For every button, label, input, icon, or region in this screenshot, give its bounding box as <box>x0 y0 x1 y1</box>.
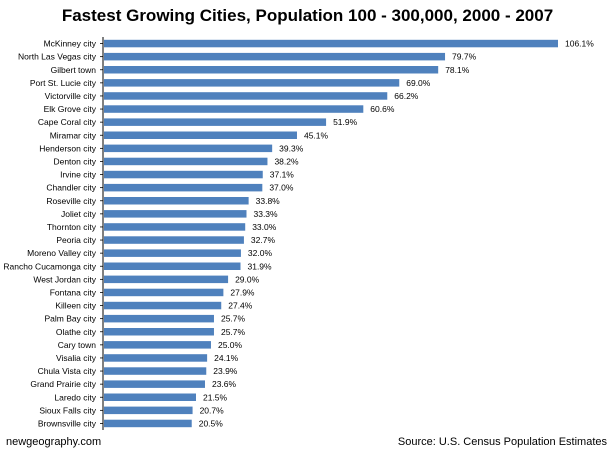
category-label: Moreno Valley city <box>27 248 97 258</box>
category-label: Miramar city <box>50 130 97 140</box>
category-label: Palm Bay city <box>45 314 97 324</box>
category-label: Olathe city <box>56 327 97 337</box>
category-label: Joliet city <box>61 209 97 219</box>
bar <box>104 249 241 257</box>
bar <box>104 393 196 401</box>
value-label: 106.1% <box>565 39 594 49</box>
category-label: Brownsville city <box>38 418 97 428</box>
bar <box>104 170 263 179</box>
category-label: Chandler city <box>46 183 96 193</box>
category-label: Elk Grove city <box>44 104 97 114</box>
category-label: West Jordan city <box>33 274 96 284</box>
chart-title: Fastest Growing Cities, Population 100 -… <box>61 6 554 25</box>
value-label: 25.0% <box>218 340 243 350</box>
category-label: Roseville city <box>46 196 96 206</box>
value-label: 45.1% <box>304 130 329 140</box>
category-label: Denton city <box>53 156 96 166</box>
bar <box>104 223 246 231</box>
bar <box>104 197 249 205</box>
bar <box>104 275 229 284</box>
category-label: Sioux Falls city <box>39 405 96 415</box>
bar <box>104 183 263 192</box>
category-label: McKinney city <box>44 39 97 49</box>
value-label: 20.5% <box>199 418 224 428</box>
bar <box>104 419 192 428</box>
source-website: newgeography.com <box>6 436 102 448</box>
bar <box>104 341 211 349</box>
category-label: Gilbert town <box>51 65 97 75</box>
category-label: North Las Vegas city <box>18 52 97 62</box>
category-label: Cape Coral city <box>38 117 97 127</box>
category-label: Henderson city <box>39 143 96 153</box>
category-label: Port St. Lucie city <box>30 78 97 88</box>
value-label: 69.0% <box>406 78 431 88</box>
bar <box>104 79 400 87</box>
value-label: 38.2% <box>274 156 299 166</box>
bar <box>104 131 297 139</box>
bar <box>104 262 241 270</box>
value-label: 66.2% <box>394 91 419 101</box>
value-label: 27.4% <box>228 301 253 311</box>
category-label: Irvine city <box>60 170 97 180</box>
bar <box>104 144 273 153</box>
category-label: Laredo city <box>54 392 96 402</box>
value-label: 60.6% <box>370 104 395 114</box>
bars-group: McKinney city 106.1% North Las Vegas city 7… <box>3 39 594 429</box>
bar <box>104 406 193 415</box>
value-label: 29.0% <box>235 274 260 284</box>
category-label: Thornton city <box>47 222 97 232</box>
value-label: 23.6% <box>212 379 237 389</box>
value-label: 32.7% <box>251 235 276 245</box>
value-label: 37.1% <box>270 170 295 180</box>
bar <box>104 328 214 336</box>
category-label: Victorville city <box>45 91 97 101</box>
category-label: Cary town <box>58 340 97 350</box>
value-label: 21.5% <box>203 392 228 402</box>
bar <box>104 354 208 362</box>
bar <box>104 105 364 113</box>
value-label: 31.9% <box>247 261 272 271</box>
source-credit: Source: U.S. Census Population Estimates <box>397 436 607 448</box>
value-label: 33.8% <box>256 196 281 206</box>
value-label: 23.9% <box>213 366 238 376</box>
category-label: Grand Prairie city <box>30 379 96 389</box>
category-label: Fontana city <box>50 287 97 297</box>
value-label: 27.9% <box>230 287 255 297</box>
value-label: 24.1% <box>214 353 239 363</box>
value-label: 25.7% <box>221 327 246 337</box>
category-label: Visalia city <box>56 353 97 363</box>
value-label: 25.7% <box>221 314 246 324</box>
value-label: 37.0% <box>269 183 294 193</box>
bar <box>104 367 207 375</box>
category-label: Rancho Cucamonga city <box>3 261 96 271</box>
bar <box>104 288 224 297</box>
bar <box>104 66 439 74</box>
bar <box>104 39 558 48</box>
bar <box>104 157 268 166</box>
bar <box>104 301 222 310</box>
value-label: 33.3% <box>253 209 278 219</box>
bar <box>104 52 446 61</box>
bar <box>104 92 388 100</box>
value-label: 51.9% <box>333 117 358 127</box>
category-label: Killeen city <box>55 301 96 311</box>
bar <box>104 236 244 244</box>
value-label: 39.3% <box>279 143 304 153</box>
bar <box>104 314 214 323</box>
value-label: 79.7% <box>452 52 477 62</box>
value-label: 33.0% <box>252 222 277 232</box>
bar <box>104 210 247 218</box>
category-label: Chula Vista city <box>38 366 97 376</box>
bar <box>104 380 205 388</box>
value-label: 32.0% <box>248 248 273 258</box>
value-label: 78.1% <box>445 65 470 75</box>
value-label: 20.7% <box>200 405 225 415</box>
bar <box>104 118 327 126</box>
category-label: Peoria city <box>56 235 96 245</box>
